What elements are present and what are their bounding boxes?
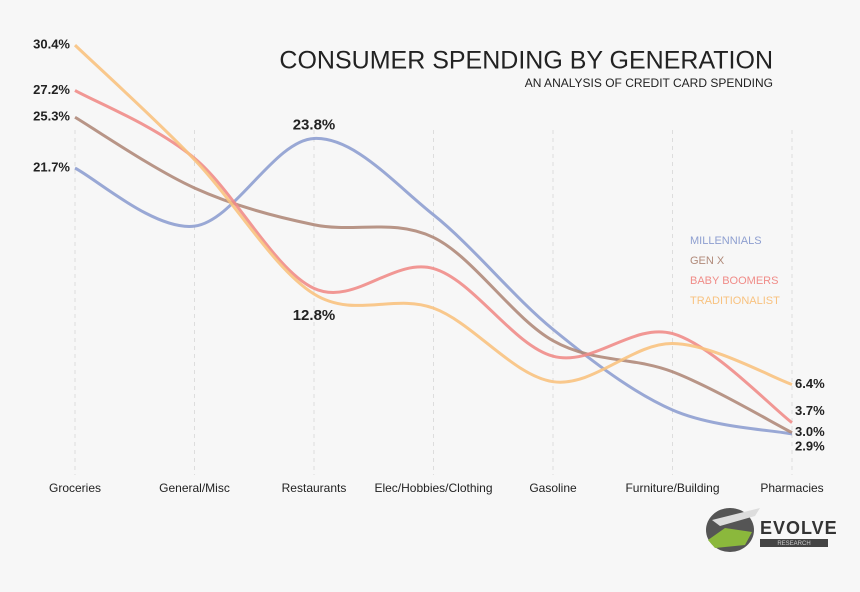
logo-subtext: RESEARCH <box>777 541 810 547</box>
series-line <box>73 44 793 386</box>
logo-wing <box>712 508 760 526</box>
x-tick-label: Groceries <box>49 481 101 495</box>
legend-entry: BABY BOOMERS <box>690 275 778 287</box>
data-label: 23.8% <box>293 116 336 133</box>
legend-entry: MILLENNIALS <box>690 235 762 247</box>
legend-entry: GEN X <box>690 255 725 267</box>
data-label: 3.7% <box>795 403 825 418</box>
data-label: 25.3% <box>33 109 70 124</box>
series-line <box>74 115 793 434</box>
logo-figure <box>708 528 752 548</box>
logo-bar <box>760 539 828 547</box>
x-tick-label: General/Misc <box>159 481 230 495</box>
x-tick-label: Restaurants <box>282 481 347 495</box>
data-label: 2.9% <box>795 438 825 453</box>
x-tick-label: Elec/Hobbies/Clothing <box>374 481 492 495</box>
series-line <box>74 136 793 436</box>
x-tick-label: Pharmacies <box>760 481 823 495</box>
data-label: 27.2% <box>33 82 70 97</box>
legend-entry: TRADITIONALIST <box>690 295 780 307</box>
chart-subtitle: AN ANALYSIS OF CREDIT CARD SPENDING <box>525 76 773 90</box>
data-label: 30.4% <box>33 37 70 52</box>
data-label: 21.7% <box>33 160 70 175</box>
data-label: 12.8% <box>293 307 336 324</box>
x-tick-label: Furniture/Building <box>625 481 719 495</box>
x-tick-label: Gasoline <box>529 481 577 495</box>
logo-text: EVOLVE <box>760 518 838 538</box>
data-label: 6.4% <box>795 376 825 391</box>
chart-title: CONSUMER SPENDING BY GENERATION <box>279 47 773 75</box>
logo: EVOLVE RESEARCH <box>706 508 838 552</box>
data-label: 3.0% <box>795 424 825 439</box>
